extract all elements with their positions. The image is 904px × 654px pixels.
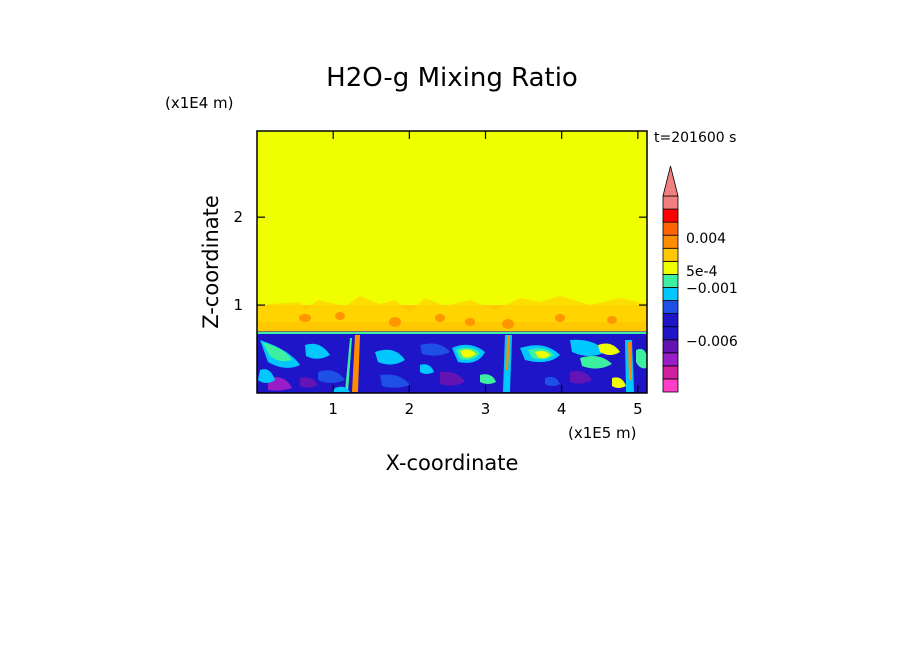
colorbar-segment [662, 221, 679, 236]
x-axis: 1 2 3 4 5 [328, 131, 643, 418]
upper-layer-region [257, 131, 647, 306]
chart-title: H2O-g Mixing Ratio [326, 63, 578, 93]
plot-area [257, 131, 647, 393]
colorbar-segment [662, 247, 679, 262]
colorbar-segment [662, 195, 679, 210]
colorbar-label: 5e-4 [686, 264, 718, 280]
transition-layer-blobs [257, 296, 647, 329]
colorbar-segment [662, 326, 679, 341]
x-axis-label: X-coordinate [386, 451, 519, 475]
colorbar-segment [662, 352, 679, 367]
y-tick-label: 1 [233, 296, 243, 314]
x-tick-label: 5 [633, 400, 643, 418]
x-tick-label: 4 [557, 400, 567, 418]
colorbar-segment [662, 378, 679, 393]
plot-frame [256, 130, 648, 394]
colorbar-label: −0.001 [686, 281, 738, 297]
colorbar-segment [662, 208, 679, 223]
x-tick-label: 1 [328, 400, 338, 418]
colorbar-segment [662, 234, 679, 249]
time-label: t=201600 s [654, 130, 736, 146]
colorbar-segment [662, 300, 679, 314]
colorbar-arrow [662, 165, 679, 197]
y-axis-label: Z-coordinate [199, 195, 223, 329]
colorbar-segment [662, 365, 679, 380]
colorbar-segment [662, 260, 679, 275]
lower-layer-structures [257, 332, 647, 392]
colorbar-segment [662, 273, 679, 288]
colorbar: 0.004 5e-4−0.001 −0.006 [662, 165, 738, 393]
x-tick-label: 2 [405, 400, 415, 418]
y-axis: 12 [233, 208, 647, 314]
colorbar-segment [662, 313, 679, 328]
y-scale-label: (x1E4 m) [165, 94, 234, 112]
colorbar-label: 0.004 [686, 231, 726, 247]
colorbar-segment [662, 339, 679, 354]
x-scale-label: (x1E5 m) [568, 424, 637, 442]
y-tick-label: 2 [233, 208, 243, 226]
colorbar-segment [662, 287, 679, 301]
x-tick-label: 3 [481, 400, 491, 418]
colorbar-label: −0.006 [686, 334, 738, 350]
